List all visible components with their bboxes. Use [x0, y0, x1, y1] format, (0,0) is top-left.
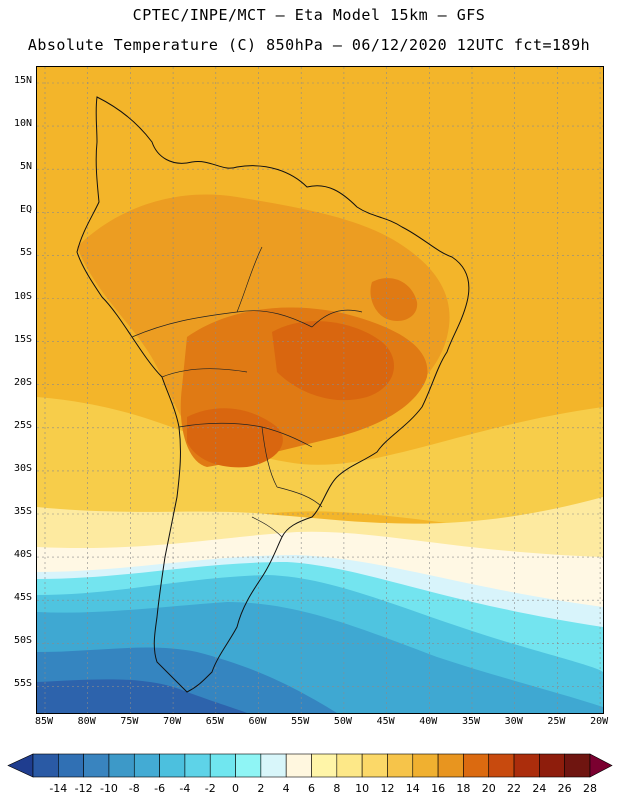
- colorbar-swatch: [412, 753, 439, 778]
- longitude-tick-label: 80W: [77, 716, 96, 727]
- colorbar-swatch: [361, 753, 388, 778]
- longitude-tick-label: 60W: [248, 716, 267, 727]
- latitude-tick-label: 5N: [19, 161, 32, 173]
- latitude-tick-label: EQ: [19, 204, 32, 216]
- colorbar-swatch: [437, 753, 464, 778]
- colorbar-tick-label: 20: [481, 782, 496, 795]
- longitude-tick-label: 50W: [333, 716, 352, 727]
- latitude-tick-label: 35S: [13, 506, 32, 517]
- colorbar-swatch: [235, 753, 262, 778]
- hot-core-field-1: [272, 321, 394, 401]
- colorbar-tick-label: -14: [49, 782, 68, 795]
- latitude-tick-label: 25S: [13, 419, 32, 431]
- colorbar-swatch: [209, 753, 236, 778]
- longitude-tick-label: 40W: [419, 716, 438, 727]
- temperature-map-svg: [37, 67, 603, 713]
- graticule-grid: [37, 67, 603, 713]
- latitude-tick-label: 20S: [13, 376, 32, 388]
- latitude-tick-label: 40S: [13, 549, 32, 561]
- longitude-tick-label: 30W: [504, 716, 523, 727]
- colorbar-tick-label: 0: [232, 782, 240, 795]
- longitude-tick-label: 65W: [205, 716, 224, 727]
- colorbar-tick-label: 24: [532, 782, 547, 795]
- colorbar-tick-label: 16: [431, 782, 446, 795]
- longitude-tick-label: 20W: [590, 716, 609, 727]
- colorbar-tick-label: -8: [128, 782, 140, 795]
- latitude-tick-label: 15N: [13, 75, 32, 86]
- colorbar-tick-label: 4: [282, 782, 290, 795]
- colorbar-tick-label: 12: [380, 782, 395, 795]
- colorbar-swatch: [83, 753, 110, 778]
- colorbar-tick-label: 26: [557, 782, 572, 795]
- longitude-tick-label: 25W: [547, 716, 566, 727]
- longitude-tick-label: 85W: [34, 716, 54, 727]
- colorbar-swatch: [564, 753, 591, 778]
- latitude-tick-label: 15S: [13, 333, 32, 345]
- colorbar-swatch: [184, 753, 211, 778]
- colorbar-swatch: [260, 753, 287, 778]
- hot-core-east: [370, 278, 418, 322]
- colorbar-tick-label: 6: [308, 782, 315, 795]
- colorbar-swatch: [58, 753, 84, 778]
- colorbar-tick-label: 18: [456, 782, 471, 795]
- cold-field-6: [37, 679, 247, 713]
- longitude-tick-label: 35W: [461, 716, 481, 727]
- colorbar-swatch: [311, 753, 338, 778]
- latitude-tick-label: 30S: [13, 462, 32, 474]
- colorbar-tick-label: 28: [583, 782, 597, 795]
- latitude-tick-label: 10S: [13, 290, 32, 302]
- chart-title-line-1: CPTEC/INPE/MCT – Eta Model 15km – GFS: [132, 6, 486, 24]
- colorbar-tick-label: -6: [154, 782, 166, 795]
- colorbar-tick-label: 14: [405, 782, 420, 795]
- colorbar-tick-label: -12: [74, 782, 93, 795]
- colorbar-swatch: [285, 753, 312, 778]
- colorbar-high-arrow: [589, 753, 613, 778]
- temperature-map: [36, 66, 604, 714]
- chart-title-line-2: Absolute Temperature (C) 850hPa – 06/12/…: [27, 36, 591, 54]
- longitude-tick-label: 45W: [376, 716, 395, 727]
- latitude-tick-label: 10N: [13, 118, 32, 130]
- colorbar-tick-label: 10: [355, 782, 370, 795]
- colorbar-tick-label: 2: [257, 782, 265, 795]
- colorbar-tick-label: 8: [333, 782, 341, 795]
- longitude-tick-label: 55W: [291, 716, 310, 727]
- subtropical-warm-field: [37, 397, 603, 537]
- colorbar-low-arrow: [7, 753, 34, 778]
- colorbar-tick-label: -2: [204, 782, 216, 795]
- colorbar-swatch: [108, 753, 135, 778]
- colorbar-tick-label: -10: [99, 782, 118, 795]
- latitude-tick-label: 45S: [13, 592, 32, 604]
- colorbar-swatch: [387, 753, 414, 778]
- latitude-tick-label: 50S: [13, 635, 32, 647]
- colorbar-swatch: [539, 753, 565, 778]
- colorbar-swatch: [463, 753, 490, 778]
- colorbar-swatch: [336, 753, 363, 778]
- colorbar-swatch: [32, 753, 59, 778]
- colorbar-swatch: [133, 753, 160, 778]
- latitude-tick-label: 5S: [19, 247, 32, 259]
- longitude-tick-label: 75W: [120, 716, 139, 727]
- colorbar-tick-label: 22: [507, 782, 522, 795]
- latitude-tick-label: 55S: [13, 678, 32, 690]
- longitude-tick-label: 70W: [163, 716, 182, 727]
- colorbar-swatch: [488, 753, 515, 778]
- colorbar-swatch: [513, 753, 540, 778]
- country-borders: [131, 246, 363, 538]
- colorbar-swatch: [159, 753, 186, 778]
- colorbar-tick-label: -4: [179, 782, 191, 795]
